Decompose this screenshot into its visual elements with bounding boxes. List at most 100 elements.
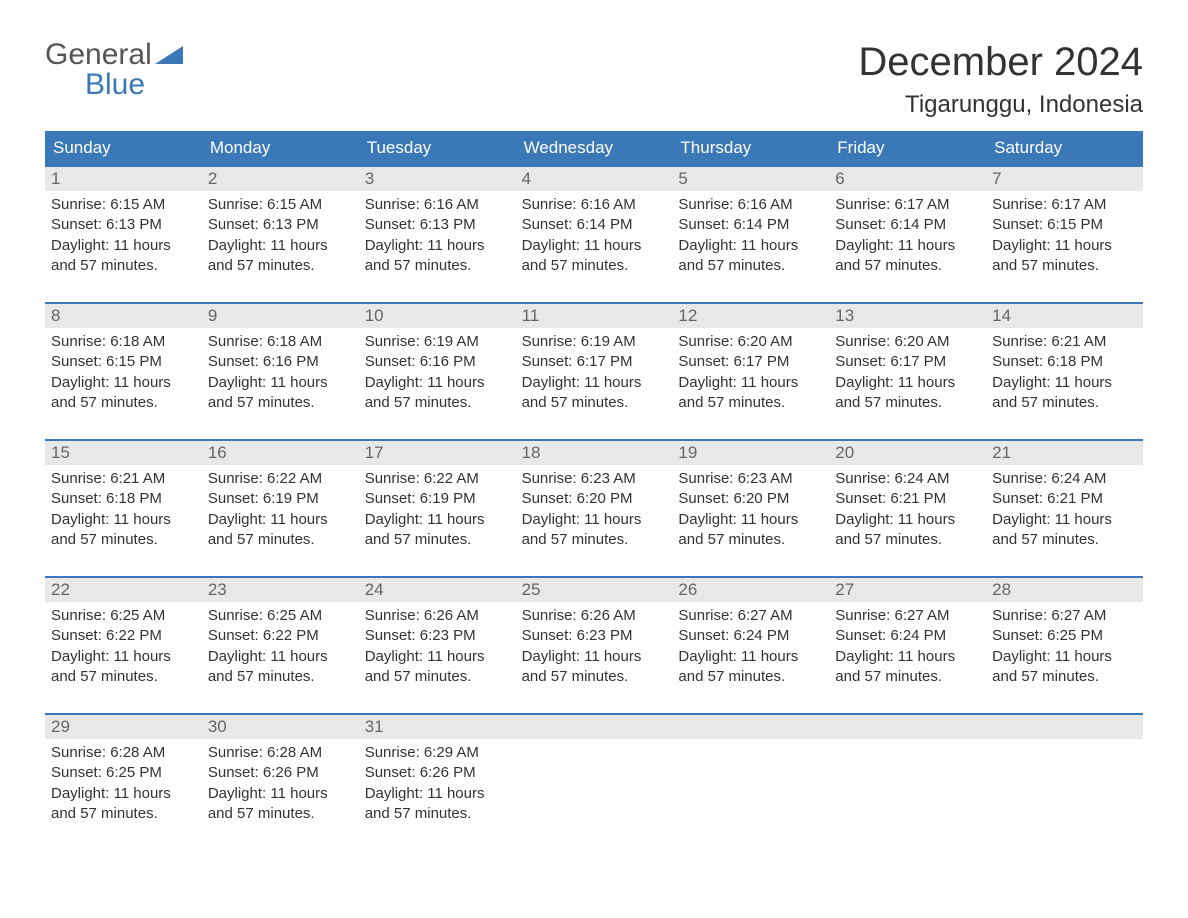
day-body: Sunrise: 6:21 AMSunset: 6:18 PMDaylight:…	[45, 465, 202, 558]
daybody-row: Sunrise: 6:15 AMSunset: 6:13 PMDaylight:…	[45, 191, 1143, 284]
daylight-line: Daylight: 11 hours and 57 minutes.	[992, 510, 1137, 551]
dow-cell: Sunday	[45, 131, 202, 165]
sunrise-line: Sunrise: 6:27 AM	[678, 606, 823, 626]
day-body	[986, 739, 1143, 832]
daylight-line: Daylight: 11 hours and 57 minutes.	[992, 236, 1137, 277]
sunset-line: Sunset: 6:17 PM	[835, 352, 980, 372]
sunset-line: Sunset: 6:14 PM	[678, 215, 823, 235]
daylight-line: Daylight: 11 hours and 57 minutes.	[835, 510, 980, 551]
sunrise-line: Sunrise: 6:24 AM	[992, 469, 1137, 489]
daynum-row: 293031	[45, 715, 1143, 739]
daylight-line: Daylight: 11 hours and 57 minutes.	[208, 510, 353, 551]
day-body: Sunrise: 6:23 AMSunset: 6:20 PMDaylight:…	[516, 465, 673, 558]
sunset-line: Sunset: 6:23 PM	[522, 626, 667, 646]
daylight-line: Daylight: 11 hours and 57 minutes.	[208, 236, 353, 277]
sunset-line: Sunset: 6:22 PM	[208, 626, 353, 646]
dow-cell: Tuesday	[359, 131, 516, 165]
sunrise-line: Sunrise: 6:24 AM	[835, 469, 980, 489]
day-body: Sunrise: 6:26 AMSunset: 6:23 PMDaylight:…	[516, 602, 673, 695]
daylight-line: Daylight: 11 hours and 57 minutes.	[365, 236, 510, 277]
day-body: Sunrise: 6:17 AMSunset: 6:15 PMDaylight:…	[986, 191, 1143, 284]
day-number: 14	[986, 304, 1143, 328]
week-row: 293031Sunrise: 6:28 AMSunset: 6:25 PMDay…	[45, 713, 1143, 832]
day-body: Sunrise: 6:28 AMSunset: 6:26 PMDaylight:…	[202, 739, 359, 832]
sunrise-line: Sunrise: 6:18 AM	[51, 332, 196, 352]
sunrise-line: Sunrise: 6:18 AM	[208, 332, 353, 352]
dow-cell: Monday	[202, 131, 359, 165]
sunset-line: Sunset: 6:26 PM	[208, 763, 353, 783]
sunset-line: Sunset: 6:17 PM	[678, 352, 823, 372]
day-number: 6	[829, 167, 986, 191]
sunrise-line: Sunrise: 6:22 AM	[365, 469, 510, 489]
day-body: Sunrise: 6:28 AMSunset: 6:25 PMDaylight:…	[45, 739, 202, 832]
day-number: 13	[829, 304, 986, 328]
sunset-line: Sunset: 6:26 PM	[365, 763, 510, 783]
day-number: 4	[516, 167, 673, 191]
sunset-line: Sunset: 6:14 PM	[522, 215, 667, 235]
sunset-line: Sunset: 6:17 PM	[522, 352, 667, 372]
dow-cell: Friday	[829, 131, 986, 165]
day-body: Sunrise: 6:16 AMSunset: 6:14 PMDaylight:…	[516, 191, 673, 284]
daylight-line: Daylight: 11 hours and 57 minutes.	[51, 784, 196, 825]
sunset-line: Sunset: 6:13 PM	[365, 215, 510, 235]
day-number: 3	[359, 167, 516, 191]
daybody-row: Sunrise: 6:21 AMSunset: 6:18 PM Daylight:…	[45, 465, 1143, 558]
sunset-line: Sunset: 6:13 PM	[51, 215, 196, 235]
sunrise-line: Sunrise: 6:29 AM	[365, 743, 510, 763]
day-number	[829, 715, 986, 739]
sunrise-line: Sunrise: 6:16 AM	[365, 195, 510, 215]
day-number: 27	[829, 578, 986, 602]
sunrise-line: Sunrise: 6:21 AM	[51, 469, 196, 489]
day-body: Sunrise: 6:17 AMSunset: 6:14 PMDaylight:…	[829, 191, 986, 284]
sunset-line: Sunset: 6:14 PM	[835, 215, 980, 235]
sunset-line: Sunset: 6:18 PM	[992, 352, 1137, 372]
day-number: 29	[45, 715, 202, 739]
day-of-week-header: SundayMondayTuesdayWednesdayThursdayFrid…	[45, 131, 1143, 165]
day-body: Sunrise: 6:26 AMSunset: 6:23 PMDaylight:…	[359, 602, 516, 695]
sunrise-line: Sunrise: 6:19 AM	[522, 332, 667, 352]
sunrise-line: Sunrise: 6:17 AM	[992, 195, 1137, 215]
sunrise-line: Sunrise: 6:23 AM	[522, 469, 667, 489]
weeks-container: 1234567Sunrise: 6:15 AMSunset: 6:13 PMDa…	[45, 165, 1143, 832]
sunset-line: Sunset: 6:18 PM	[51, 489, 196, 509]
daylight-line: Daylight: 11 hours and 57 minutes.	[365, 647, 510, 688]
day-body: Sunrise: 6:15 AMSunset: 6:13 PMDaylight:…	[45, 191, 202, 284]
daybody-row: Sunrise: 6:28 AMSunset: 6:25 PMDaylight:…	[45, 739, 1143, 832]
daybody-row: Sunrise: 6:18 AMSunset: 6:15 PMDaylight:…	[45, 328, 1143, 421]
logo-blue: Blue	[85, 68, 145, 101]
sunset-line: Sunset: 6:24 PM	[835, 626, 980, 646]
day-body	[516, 739, 673, 832]
sunrise-line: Sunrise: 6:28 AM	[51, 743, 196, 763]
week-row: 891011121314Sunrise: 6:18 AMSunset: 6:15…	[45, 302, 1143, 421]
page-title: December 2024	[858, 40, 1143, 85]
day-number: 16	[202, 441, 359, 465]
daylight-line: Daylight: 11 hours and 57 minutes.	[51, 236, 196, 277]
daylight-line: Daylight: 11 hours and 57 minutes.	[678, 647, 823, 688]
dow-cell: Thursday	[672, 131, 829, 165]
day-body: Sunrise: 6:20 AMSunset: 6:17 PMDaylight:…	[829, 328, 986, 421]
day-number: 8	[45, 304, 202, 328]
day-number: 22	[45, 578, 202, 602]
sunset-line: Sunset: 6:23 PM	[365, 626, 510, 646]
daylight-line: Daylight: 11 hours and 57 minutes.	[678, 373, 823, 414]
dow-cell: Wednesday	[516, 131, 673, 165]
day-body: Sunrise: 6:19 AMSunset: 6:17 PMDaylight:…	[516, 328, 673, 421]
daynum-row: 15161718192021	[45, 441, 1143, 465]
sunset-line: Sunset: 6:21 PM	[835, 489, 980, 509]
daylight-line: Daylight: 11 hours and 57 minutes.	[992, 373, 1137, 414]
day-body: Sunrise: 6:15 AMSunset: 6:13 PMDaylight:…	[202, 191, 359, 284]
day-body: Sunrise: 6:24 AMSunset: 6:21 PMDaylight:…	[829, 465, 986, 558]
day-body: Sunrise: 6:29 AMSunset: 6:26 PMDaylight:…	[359, 739, 516, 832]
logo-triangle-icon	[155, 40, 183, 70]
week-row: 15161718192021Sunrise: 6:21 AMSunset: 6:…	[45, 439, 1143, 558]
day-body: Sunrise: 6:22 AMSunset: 6:19 PMDaylight:…	[359, 465, 516, 558]
daynum-row: 22232425262728	[45, 578, 1143, 602]
day-body: Sunrise: 6:27 AMSunset: 6:24 PMDaylight:…	[672, 602, 829, 695]
day-number: 28	[986, 578, 1143, 602]
daylight-line: Daylight: 11 hours and 57 minutes.	[522, 373, 667, 414]
daylight-line: Daylight: 11 hours and 57 minutes.	[678, 236, 823, 277]
day-number	[672, 715, 829, 739]
day-number: 7	[986, 167, 1143, 191]
day-number: 21	[986, 441, 1143, 465]
sunrise-line: Sunrise: 6:22 AM	[208, 469, 353, 489]
